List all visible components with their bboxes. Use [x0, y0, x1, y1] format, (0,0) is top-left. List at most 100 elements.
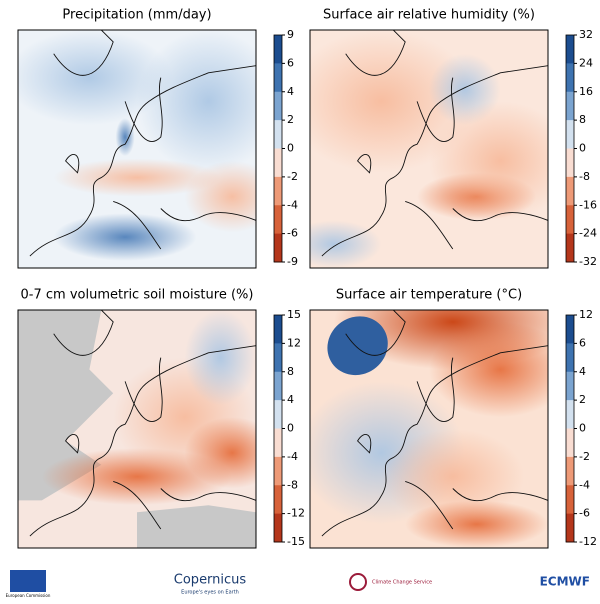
map-panel: 0-7 cm volumetric soil moisture (%) 15 12 8…	[17, 288, 305, 549]
eu-label: European Commission	[6, 593, 51, 598]
colorbar-tick-label: 4	[287, 393, 294, 406]
anomaly-pattern	[405, 500, 548, 548]
masked-area	[137, 505, 256, 548]
colorbar-tick-label: 2	[287, 113, 294, 126]
colorbar-tick-label: 6	[579, 336, 586, 349]
colorbar-segment	[566, 35, 574, 64]
colorbar-tick-label: 2	[579, 393, 586, 406]
colorbar-tick-label: -6	[579, 507, 590, 520]
map-frame	[309, 309, 549, 549]
anomaly-pattern	[310, 220, 382, 268]
colorbar-segment	[274, 176, 282, 206]
colorbar-segment	[566, 176, 574, 206]
colorbar-segment	[566, 371, 574, 401]
anomaly-pattern	[184, 160, 256, 233]
colorbar-segment	[566, 120, 574, 149]
anomaly-pattern	[137, 30, 256, 173]
colorbar-segment	[566, 315, 574, 344]
colorbar-segment	[274, 485, 282, 515]
map-field	[18, 310, 256, 548]
panel-title: 0-7 cm volumetric soil moisture (%)	[21, 288, 254, 303]
colorbar-tick-label: -15	[287, 535, 305, 548]
panel-title: Precipitation (mm/day)	[62, 8, 211, 23]
colorbar-tick-label: -4	[287, 198, 298, 211]
colorbar-tick-label: 0	[287, 422, 294, 435]
colorbar-segment	[566, 513, 574, 543]
colorbar-segment	[566, 428, 574, 458]
anomaly-pattern	[18, 30, 173, 126]
colorbar-tick-label: -8	[579, 170, 590, 183]
colorbar-tick-label: -6	[287, 227, 298, 240]
copernicus-logo: Copernicus	[174, 573, 247, 588]
colorbar-segment	[274, 233, 282, 263]
colorbar-segment	[566, 485, 574, 515]
anomaly-pattern	[184, 310, 256, 406]
colorbar-tick-label: 8	[579, 113, 586, 126]
coastline	[321, 30, 548, 257]
colorbar-segment	[274, 343, 282, 373]
colorbar-tick-label: 12	[287, 336, 301, 349]
colorbar-segment	[274, 91, 282, 121]
panel-title: Surface air relative humidity (%)	[323, 8, 535, 23]
colorbar-segment	[566, 233, 574, 263]
colorbar-tick-label: -2	[579, 450, 590, 463]
c3s-logo	[349, 573, 367, 591]
colorbar-tick-label: -2	[287, 170, 298, 183]
colorbar-tick-label: 4	[287, 85, 294, 98]
panel-title: Surface air temperature (°C)	[336, 288, 522, 303]
c3s-label: Climate Change Service	[372, 580, 432, 586]
colorbar-tick-label: 9	[287, 28, 294, 41]
colorbar-tick-label: 8	[287, 365, 294, 378]
anomaly-pattern	[53, 158, 221, 197]
anomaly-pattern	[53, 213, 197, 261]
coastline	[321, 310, 548, 537]
coastline	[29, 30, 256, 257]
map-panel: Precipitation (mm/day) 9 6 4 2 0 -2 -4 -6 -9	[17, 8, 298, 269]
map-field	[310, 30, 548, 268]
map-frame	[309, 29, 549, 269]
anomaly-pattern	[429, 321, 548, 418]
map-frame	[17, 29, 257, 269]
colorbar-segment	[274, 315, 282, 344]
colorbar-segment	[274, 205, 282, 235]
colorbar-tick-label: -8	[287, 478, 298, 491]
colorbar-segment	[566, 91, 574, 121]
anomaly-pattern	[184, 417, 256, 489]
colorbar-segment	[274, 371, 282, 401]
colorbar-segment	[566, 63, 574, 93]
colorbar-tick-label: -12	[579, 535, 597, 548]
colorbar-tick-label: -16	[579, 198, 597, 211]
anomaly-pattern	[327, 316, 388, 376]
colorbar-segment	[566, 343, 574, 373]
colorbar-segment	[566, 205, 574, 235]
eu-flag	[10, 570, 46, 592]
colorbar-tick-label: 24	[579, 56, 593, 69]
anomaly-pattern	[381, 429, 525, 525]
colorbar-tick-label: 0	[287, 142, 294, 155]
map-field	[18, 30, 256, 268]
colorbar-tick-label: 0	[579, 142, 586, 155]
colorbar-tick-label: -4	[579, 478, 590, 491]
colorbar-segment	[566, 148, 574, 178]
masked-area	[18, 310, 114, 501]
colorbar-tick-label: 16	[579, 85, 593, 98]
colorbar-tick-label: 6	[287, 56, 294, 69]
colorbar-tick-label: 0	[579, 422, 586, 435]
map-panel: Surface air relative humidity (%) 32 24 16 8…	[309, 8, 597, 269]
colorbar-segment	[566, 400, 574, 429]
colorbar-tick-label: 4	[579, 365, 586, 378]
footer: European Commission Copernicus Europe's …	[6, 570, 590, 598]
colorbar-segment	[566, 456, 574, 486]
colorbar-segment	[274, 63, 282, 93]
anomaly-pattern	[429, 101, 548, 221]
ecmwf-logo: ECMWF	[540, 575, 590, 589]
colorbar-segment	[274, 456, 282, 486]
colorbar-segment	[274, 35, 282, 64]
colorbar-tick-label: -24	[579, 227, 597, 240]
colorbar-segment	[274, 513, 282, 543]
colorbar-tick-label: 12	[579, 308, 593, 321]
anomaly-pattern	[115, 118, 135, 157]
colorbar-tick-label: 15	[287, 308, 301, 321]
